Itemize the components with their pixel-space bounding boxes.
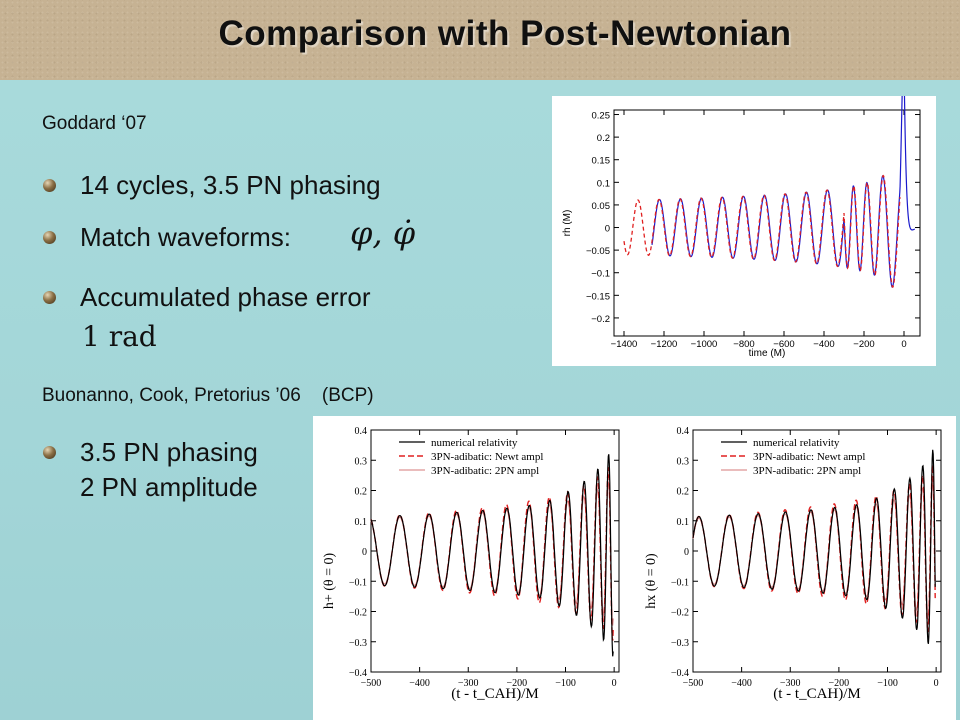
legend-entry: numerical relativity [431,437,518,449]
y-tick-label: −0.1 [349,577,367,588]
y-tick-label: −0.4 [671,668,689,679]
numerical-relativity-line [692,449,936,644]
phi-math: φ, φ̇ [350,214,416,252]
y-tick-label: −0.1 [591,269,610,280]
y-tick-label: 0 [684,547,689,558]
goddard-waveform-plot: −1400 −1200 −1000 −800 −600 −400 −200 0 0.25 0.2 0… [562,59,921,359]
y-tick-label: 0.2 [677,487,690,498]
y-tick-label: 0.3 [355,456,368,467]
bullet-phase-error: Accumulated phase error [80,282,371,312]
y-tick-label: −0.2 [671,608,689,619]
slide-title: Comparison with Post-Newtonian [218,14,792,53]
y-axis-label: h+ (θ = 0) [322,553,337,610]
y-tick-label: 0.1 [597,178,610,189]
x-tick-label: −600 [773,339,794,350]
y-tick-label: 0.2 [355,487,368,498]
legend-entry: 3PN-adibatic: 2PN ampl [431,465,539,477]
y-tick-label: −0.3 [671,638,689,649]
x-axis-label: (t - t_CAH)/M [773,686,861,702]
goddard-chart: −1400 −1200 −1000 −800 −600 −400 −200 0 0.25 0.2 0… [552,59,936,366]
y-axis-label: hx (θ = 0) [644,553,659,609]
x-tick-label: −800 [733,339,754,350]
y-tick-label: −0.15 [586,291,610,302]
numerical-series-line [651,59,915,288]
legend-entry: numerical relativity [753,437,840,449]
hplus-plot: −500 −400 −300 −200 −100 0 0.4 0.3 0.2 0.1 0 −0.1 −0… [322,426,620,702]
x-tick-label: −500 [683,678,704,689]
y-tick-label: 0 [362,547,367,558]
y-tick-label: −0.4 [349,668,367,679]
hcross-plot: −500 −400 −300 −200 −100 0 0.4 0.3 0.2 0.1 0 −0.1 −0… [644,426,942,702]
y-tick-label: 0.4 [355,426,368,437]
x-tick-label: 0 [612,678,617,689]
x-tick-label: −200 [853,339,874,350]
x-tick-label: −200 [829,678,850,689]
legend-entry: 3PN-adibatic: Newt ampl [431,451,543,463]
bullet-pn-phasing: 3.5 PN phasing [80,437,258,467]
bullet-icon [43,291,56,304]
x-tick-label: −500 [361,678,382,689]
x-tick-label: −200 [507,678,528,689]
numerical-relativity-line [370,454,614,657]
y-tick-label: 0.05 [592,201,611,212]
y-tick-label: −0.1 [671,577,689,588]
plot-frame [613,109,921,337]
y-tick-label: 0.1 [355,517,368,528]
y-tick-label: −0.2 [349,608,367,619]
y-tick-label: 0.2 [597,133,610,144]
bullet-icon [43,446,56,459]
bullet-pn-amplitude: 2 PN amplitude [80,472,258,502]
bullet-match-waveforms: Match waveforms: [80,222,291,252]
y-tick-label: −0.3 [349,638,367,649]
x-axis-label: (t - t_CAH)/M [451,686,539,702]
phase-error-value: 1 rad [82,320,157,353]
x-tick-label: −1000 [691,339,718,350]
x-tick-label: −300 [458,678,479,689]
x-tick-label: −100 [877,678,898,689]
legend-entry: 3PN-adibatic: Newt ampl [753,451,865,463]
bullet-icon [43,179,56,192]
x-tick-label: −300 [780,678,801,689]
x-tick-label: −100 [555,678,576,689]
bullet-icon [43,231,56,244]
y-tick-label: 0.3 [677,456,690,467]
x-tick-label: 0 [901,339,906,350]
y-axis-label: rh (M) [562,210,573,237]
x-tick-label: −400 [731,678,752,689]
bcp-charts: −500 −400 −300 −200 −100 0 0.4 0.3 0.2 0.1 0 −0.1 −0… [313,416,956,720]
y-tick-label: 0.15 [592,156,611,167]
x-tick-label: −400 [409,678,430,689]
y-tick-label: 0.4 [677,426,690,437]
x-tick-label: −1200 [651,339,678,350]
x-tick-label: 0 [934,678,939,689]
y-tick-label: −0.05 [586,246,610,257]
x-tick-label: −400 [813,339,834,350]
section-bcp: Buonanno, Cook, Pretorius ’06 (BCP) [42,385,374,406]
x-axis-label: time (M) [749,348,786,359]
y-tick-label: −0.2 [591,314,610,325]
y-tick-label: 0.25 [592,111,611,122]
pn-series-line [623,174,901,288]
y-tick-label: 0 [605,224,610,235]
title-bar: Comparison with Post-Newtonian [0,0,960,80]
legend-entry: 3PN-adibatic: 2PN ampl [753,465,861,477]
x-tick-label: −1400 [611,339,638,350]
section-goddard: Goddard ‘07 [42,113,147,134]
bullet-cycles: 14 cycles, 3.5 PN phasing [80,170,381,200]
y-tick-label: 0.1 [677,517,690,528]
